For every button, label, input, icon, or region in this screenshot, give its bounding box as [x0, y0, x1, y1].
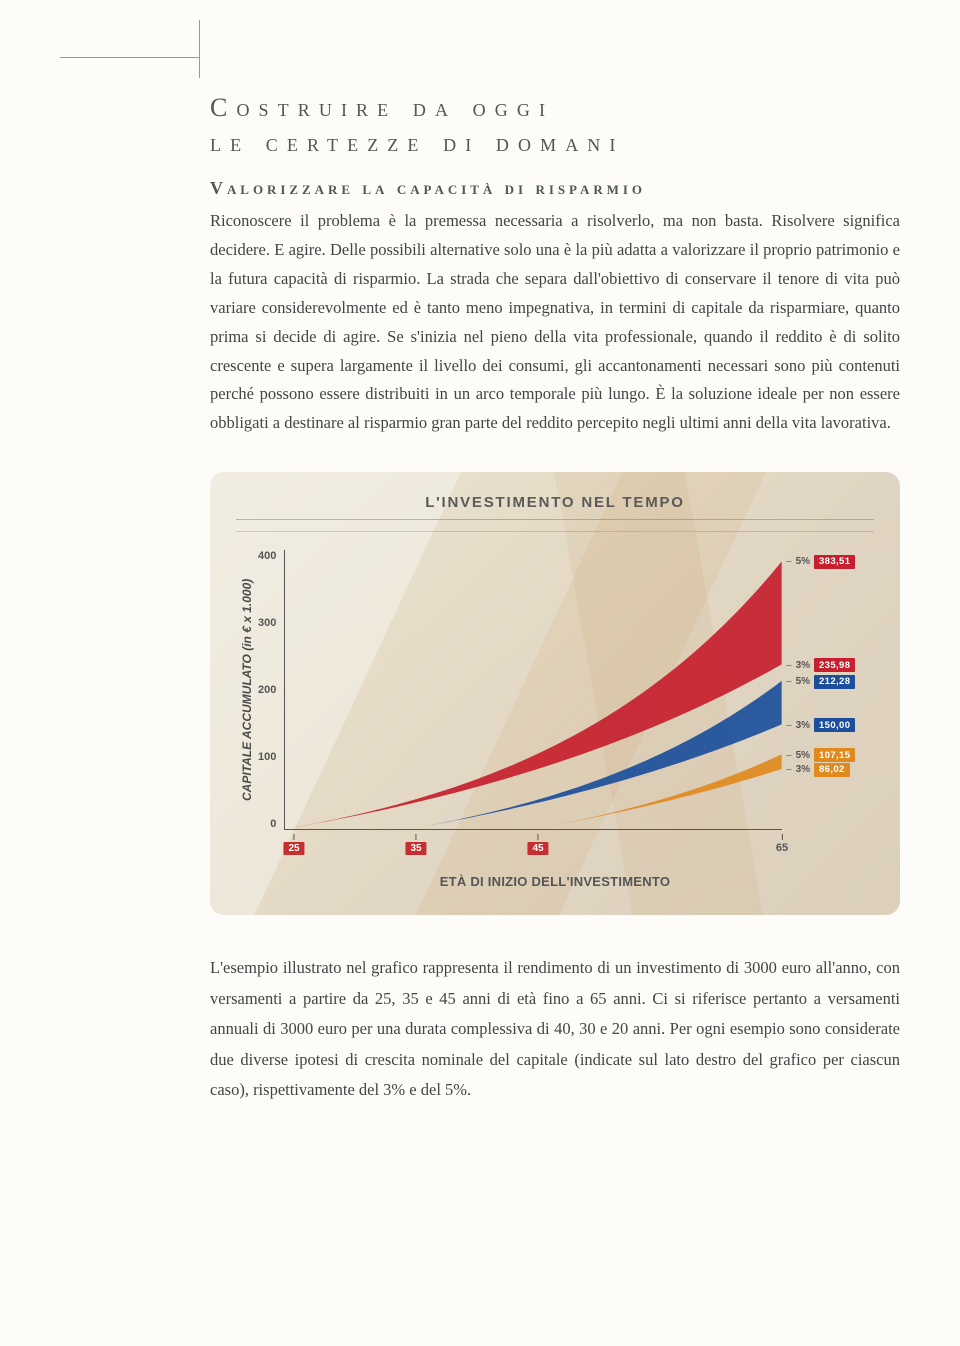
chart-plot	[284, 550, 782, 830]
chart-x-ticks: 25354565	[294, 834, 782, 856]
chart-end-label: –5%107,15	[786, 748, 855, 762]
chart-x-ticks-row: . 25354565	[236, 830, 874, 856]
chart-y-ticks: 400 300 200 100 0	[258, 550, 284, 830]
end-label-value: 107,15	[814, 748, 855, 762]
chart-y-tick: 400	[258, 550, 276, 562]
title-line-1: Costruire da oggi	[210, 93, 554, 122]
chart-y-tick: 300	[258, 617, 276, 629]
chart-x-tick: 25	[283, 834, 304, 854]
chart-x-tick: 45	[527, 834, 548, 854]
title-line-2: le certezze di domani	[210, 128, 624, 157]
chart-x-tick: 65	[776, 834, 788, 854]
chart-x-tick: 35	[405, 834, 426, 854]
spacer	[782, 830, 874, 856]
chart-x-tick-label: 45	[527, 842, 548, 855]
chart-y-tick: 100	[258, 751, 276, 763]
end-label-pct: 3%	[796, 764, 810, 775]
end-label-value: 383,51	[814, 555, 855, 569]
end-label-pct: 3%	[796, 720, 810, 731]
end-label-pct: 3%	[796, 660, 810, 671]
end-label-value: 212,28	[814, 675, 855, 689]
chart-y-axis-label: CAPITALE ACCUMULATO (in € x 1.000)	[236, 550, 258, 830]
chart-end-label: –5%212,28	[786, 675, 855, 689]
footer-paragraph: L'esempio illustrato nel grafico rappres…	[210, 953, 900, 1106]
chart-y-tick: 200	[258, 684, 276, 696]
chart-title: L'INVESTIMENTO NEL TEMPO	[236, 494, 874, 520]
chart-x-axis-label: ETÀ DI INIZIO DELL'INVESTIMENTO	[236, 874, 874, 889]
chart-end-label: –3%86,02	[786, 763, 850, 777]
chart-x-tick-label: 65	[776, 842, 788, 854]
chart-end-label: –5%383,51	[786, 555, 855, 569]
chart-end-labels: –5%383,51–3%235,98–5%212,28–3%150,00–5%1…	[782, 550, 874, 830]
end-label-value: 86,02	[814, 763, 850, 777]
chart-end-label: –3%235,98	[786, 658, 855, 672]
end-label-value: 235,98	[814, 658, 855, 672]
chart-x-tick-label: 25	[283, 842, 304, 855]
end-label-value: 150,00	[814, 718, 855, 732]
content-column: Costruire da oggi le certezze di domani …	[210, 90, 900, 1106]
document-page: Costruire da oggi le certezze di domani …	[0, 0, 960, 1146]
chart-title-rule	[236, 528, 874, 532]
corner-rule-decoration	[60, 40, 200, 58]
plot-wrap: 4003002001000 –5%383,51–3%235,98–5%212,2…	[258, 550, 874, 830]
end-label-pct: 5%	[796, 676, 810, 687]
chart-svg	[285, 550, 782, 829]
chart-container: L'INVESTIMENTO NEL TEMPO CAPITALE ACCUMU…	[210, 472, 900, 915]
chart-end-label: –3%150,00	[786, 718, 855, 732]
end-label-pct: 5%	[796, 750, 810, 761]
chart-series-age35-band	[410, 681, 782, 829]
end-label-pct: 5%	[796, 556, 810, 567]
chart-x-tick-label: 35	[405, 842, 426, 855]
body-paragraph: Riconoscere il problema è la premessa ne…	[210, 207, 900, 438]
chart-y-tick: 0	[258, 818, 276, 830]
page-subtitle: Valorizzare la capacità di risparmio	[210, 178, 900, 199]
page-title: Costruire da oggi le certezze di domani	[210, 90, 900, 160]
chart-area: CAPITALE ACCUMULATO (in € x 1.000) 400 30…	[236, 550, 874, 830]
